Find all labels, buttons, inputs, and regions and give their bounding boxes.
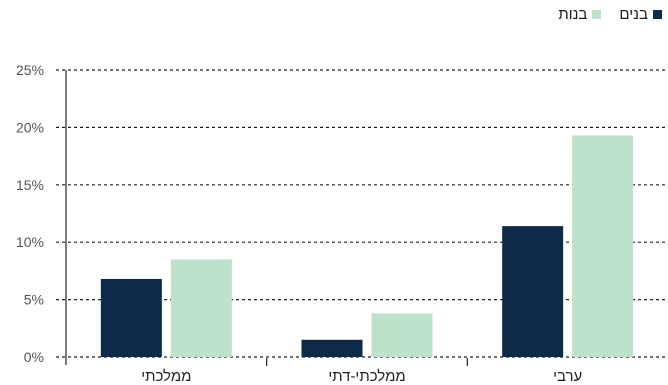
y-tick-label: 25% <box>16 62 44 78</box>
bar-girls <box>372 313 433 357</box>
bar-boys <box>502 226 563 357</box>
x-category-label: ממלכתי <box>141 368 191 385</box>
bar-girls <box>171 259 232 357</box>
y-tick-label: 0% <box>24 349 44 365</box>
y-tick-label: 15% <box>16 177 44 193</box>
bar-boys <box>101 279 162 357</box>
x-category-label: ערבי <box>553 368 582 385</box>
bar-girls <box>572 135 633 357</box>
y-tick-label: 5% <box>24 292 44 308</box>
y-tick-label: 10% <box>16 234 44 250</box>
x-category-label: ממלכתי-דתי <box>328 368 405 385</box>
y-tick-label: 20% <box>16 119 44 135</box>
bar-boys <box>302 340 363 357</box>
